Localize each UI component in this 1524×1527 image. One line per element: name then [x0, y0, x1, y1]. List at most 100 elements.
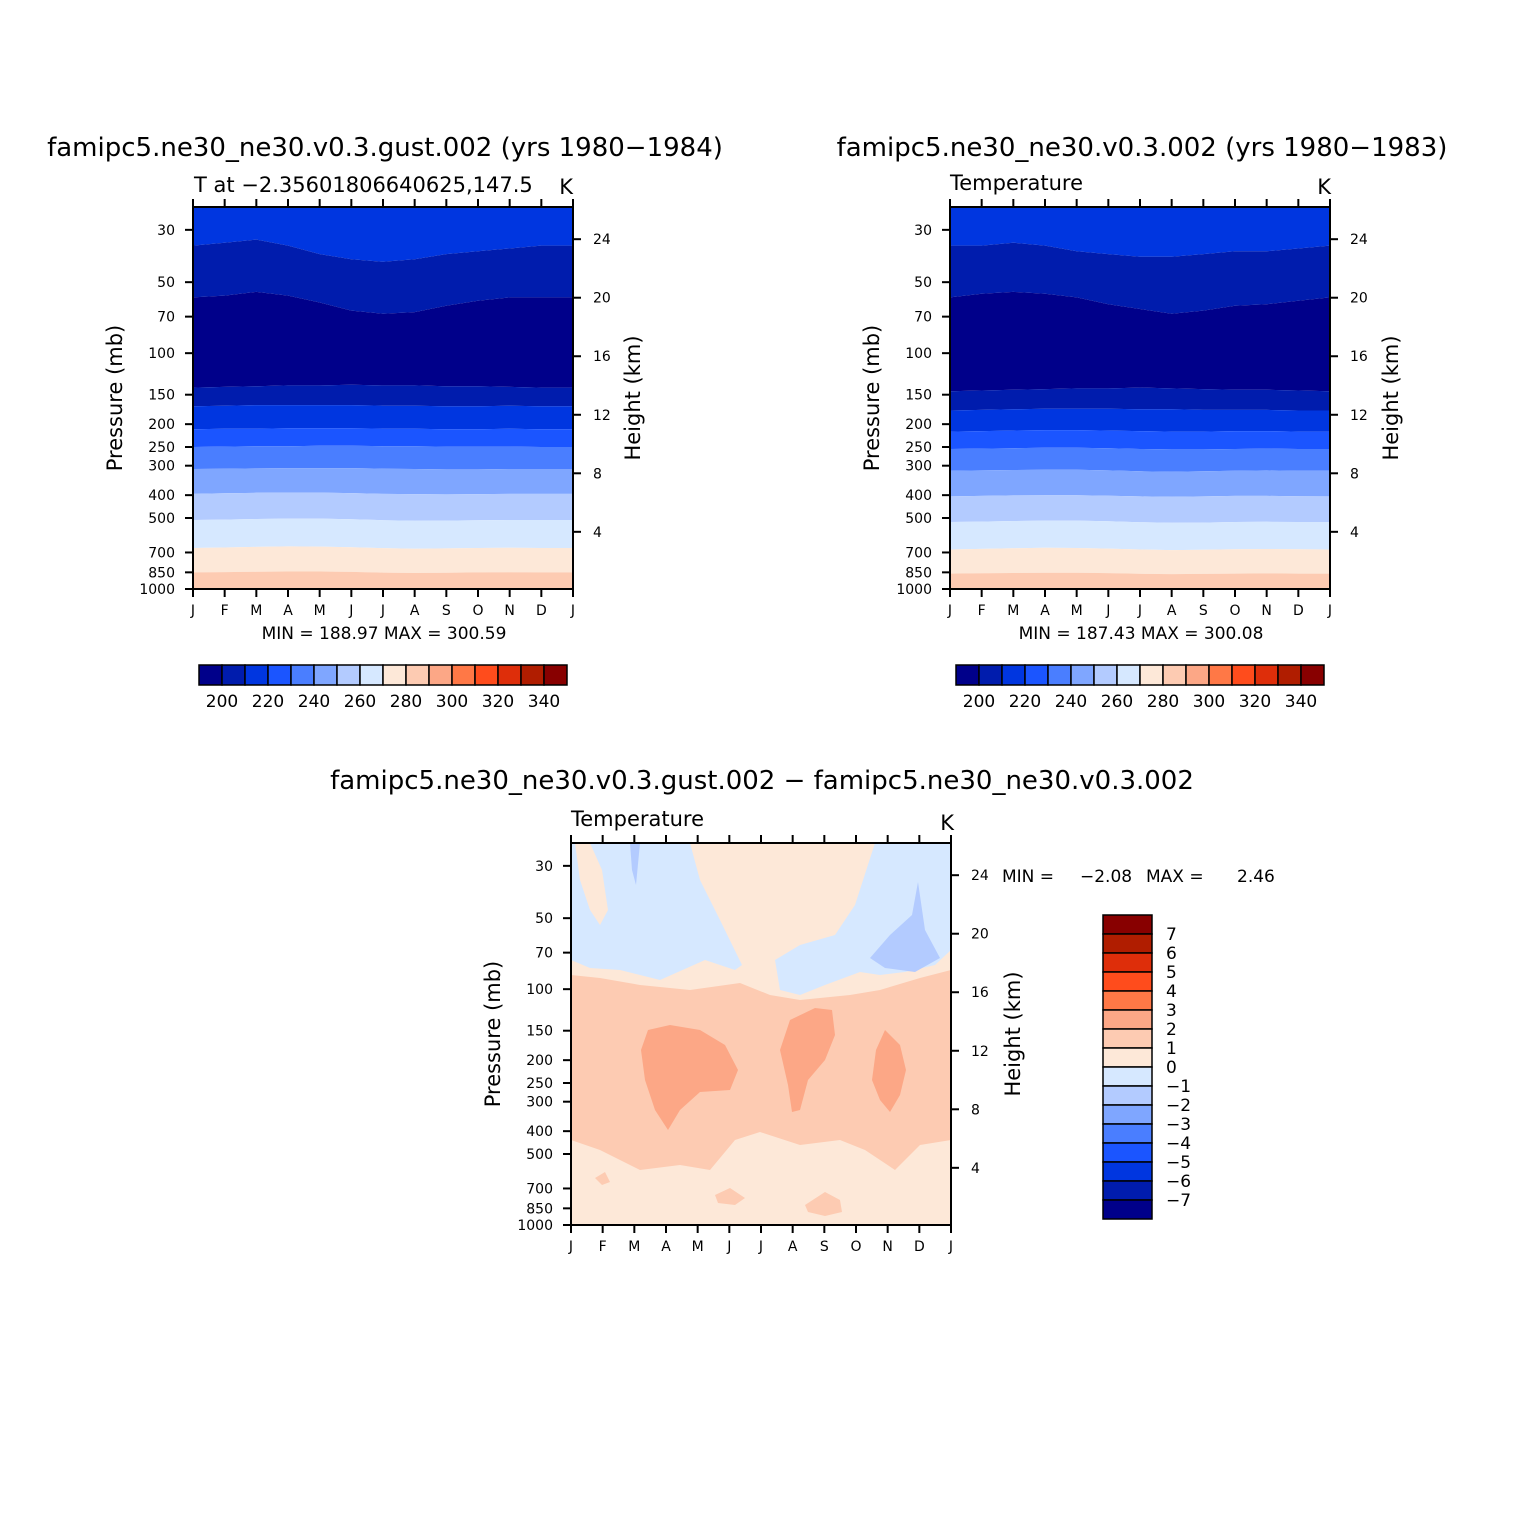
- colorbar-box: [1102, 990, 1153, 1011]
- x-tick-label: M: [1071, 603, 1083, 619]
- colorbar-box: [1300, 664, 1325, 686]
- x-tick-label: J: [947, 603, 952, 619]
- x-tick-label: J: [1105, 603, 1110, 619]
- region-neg-2: [630, 843, 640, 885]
- y-tick-label: 1000: [517, 1218, 553, 1234]
- colorbar-box: [313, 664, 338, 686]
- colorbar-label: 340: [1285, 692, 1317, 712]
- y-tick-right-label: 12: [1350, 408, 1368, 424]
- x-tick-label: A: [1167, 603, 1177, 619]
- colorbar-box: [1102, 1123, 1153, 1144]
- colorbar-label: 280: [1147, 692, 1179, 712]
- panel-3-units: K: [940, 811, 955, 835]
- y-tick-label: 250: [148, 440, 175, 456]
- x-tick-label: J: [568, 1239, 573, 1255]
- panel-3-subtitle-left: Temperature: [570, 807, 704, 831]
- colorbar-label: −1: [1166, 1077, 1191, 1097]
- y-tick-label: 50: [157, 275, 175, 291]
- panel-3: famipc5.ne30_ne30.v0.3.gust.002 − famipc…: [330, 766, 1275, 1255]
- contour-band: [193, 239, 573, 314]
- x-tick-label: F: [221, 603, 229, 619]
- panel-3-title: famipc5.ne30_ne30.v0.3.gust.002 − famipc…: [330, 766, 1194, 796]
- x-tick-label: N: [1261, 603, 1271, 619]
- region-1-2-small: [595, 1172, 610, 1185]
- colorbar-box: [1102, 1047, 1153, 1068]
- y-tick-label: 700: [905, 545, 932, 561]
- y-tick-label: 300: [905, 459, 932, 475]
- region-1-2-small: [715, 1188, 745, 1205]
- x-tick-label: J: [948, 1239, 953, 1255]
- x-tick-label: F: [978, 603, 986, 619]
- colorbar-box: [1001, 664, 1026, 686]
- y-tick-label: 400: [905, 488, 932, 504]
- y-tick-label: 30: [157, 223, 175, 239]
- colorbar-box: [1254, 664, 1279, 686]
- colorbar-label: −6: [1166, 1172, 1191, 1192]
- colorbar-box: [474, 664, 499, 686]
- y-tick-label: 50: [914, 275, 932, 291]
- y-tick-right-label: 8: [1350, 466, 1359, 482]
- panel-2-subtitle-left: Temperature: [949, 171, 1083, 195]
- y-tick-label: 200: [148, 417, 175, 433]
- colorbar-box: [1102, 1142, 1153, 1163]
- x-tick-label: O: [472, 603, 483, 619]
- contour-band: [193, 207, 573, 262]
- y-tick-label: 150: [526, 1024, 553, 1040]
- contour-band: [193, 571, 573, 589]
- colorbar-label: 3: [1166, 1001, 1177, 1021]
- colorbar-box: [451, 664, 476, 686]
- region-neg-2-right: [870, 882, 940, 972]
- panel-2-ylabel-right: Height (km): [1379, 335, 1403, 460]
- y-tick-right-label: 24: [593, 232, 611, 248]
- contour-band: [193, 546, 573, 573]
- x-tick-label: M: [628, 1239, 640, 1255]
- panel-2: famipc5.ne30_ne30.v0.3.002 (yrs 1980−198…: [837, 133, 1448, 712]
- colorbar-label: 220: [1009, 692, 1041, 712]
- y-tick-right-label: 16: [593, 349, 611, 365]
- colorbar-label: −7: [1166, 1191, 1191, 1211]
- contour-band: [950, 447, 1330, 472]
- y-tick-right-label: 20: [971, 927, 989, 943]
- y-tick-right-label: 16: [971, 985, 989, 1001]
- y-tick-right-label: 4: [593, 525, 602, 541]
- colorbar-label: 300: [436, 692, 468, 712]
- x-tick-label: J: [726, 1239, 731, 1255]
- colorbar-label: 5: [1166, 963, 1177, 983]
- y-tick-label: 500: [526, 1147, 553, 1163]
- y-tick-label: 300: [148, 459, 175, 475]
- contour-band: [193, 291, 573, 388]
- colorbar-box: [198, 664, 223, 686]
- contour-band: [950, 291, 1330, 392]
- contour-band: [193, 468, 573, 495]
- colorbar-box: [497, 664, 522, 686]
- panel-3-min-value: −2.08: [1080, 867, 1132, 887]
- y-tick-label: 100: [526, 982, 553, 998]
- panel-3-min-label: MIN =: [1002, 867, 1054, 887]
- x-tick-label: O: [1229, 603, 1240, 619]
- colorbar-label: 260: [1101, 692, 1133, 712]
- y-tick-label: 70: [535, 946, 553, 962]
- region-neg-1: [571, 843, 742, 980]
- contour-band: [950, 520, 1330, 551]
- y-tick-right-label: 16: [1350, 349, 1368, 365]
- panel-1-title: famipc5.ne30_ne30.v0.3.gust.002 (yrs 198…: [47, 133, 723, 163]
- y-tick-right-label: 4: [971, 1161, 980, 1177]
- y-tick-right-label: 8: [593, 466, 602, 482]
- contour-band: [193, 518, 573, 549]
- x-tick-label: M: [250, 603, 262, 619]
- y-tick-right-label: 12: [593, 408, 611, 424]
- y-tick-label: 500: [148, 511, 175, 527]
- colorbar-box: [290, 664, 315, 686]
- contour-band: [193, 445, 573, 470]
- panel-3-max-label: MAX =: [1146, 867, 1204, 887]
- colorbar-label: 320: [1239, 692, 1271, 712]
- x-tick-label: J: [1327, 603, 1332, 619]
- x-tick-label: D: [914, 1239, 925, 1255]
- colorbar-label: −3: [1166, 1115, 1191, 1135]
- colorbar-box: [1102, 971, 1153, 992]
- colorbar-box: [382, 664, 407, 686]
- panel-2-units: K: [1317, 175, 1332, 199]
- x-tick-label: F: [599, 1239, 607, 1255]
- y-tick-label: 30: [535, 859, 553, 875]
- colorbar-box: [1208, 664, 1233, 686]
